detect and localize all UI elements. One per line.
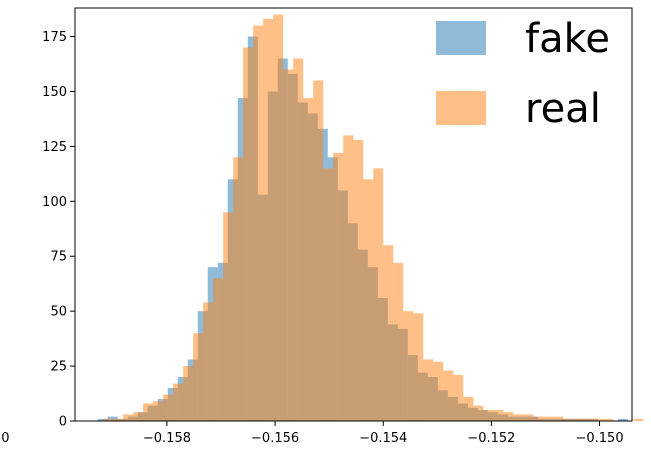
bar-real xyxy=(403,311,414,421)
y-tick-label: 25 xyxy=(50,360,67,375)
legend-swatch-fake xyxy=(436,21,486,55)
x-tick-label: −0.152 xyxy=(467,431,515,446)
bar-real xyxy=(633,418,644,421)
bar-real xyxy=(233,157,244,421)
legend-label-real: real xyxy=(525,86,601,132)
bar-real xyxy=(583,418,594,421)
bar-real xyxy=(503,412,514,421)
y-tick-label: 0 xyxy=(59,415,67,430)
bar-real xyxy=(213,278,224,421)
bar-real xyxy=(343,135,354,421)
bar-real xyxy=(293,58,304,421)
x-tick-label: −0.154 xyxy=(359,431,407,446)
bar-real xyxy=(513,414,524,421)
bar-real xyxy=(413,313,424,421)
bar-real xyxy=(483,410,494,421)
y-tick-label: 100 xyxy=(42,195,67,210)
x-tick-label: −0.156 xyxy=(251,431,299,446)
bar-real xyxy=(373,168,384,421)
bar-fake xyxy=(97,418,108,421)
series-real xyxy=(103,14,644,422)
bar-real xyxy=(553,416,564,421)
bar-real xyxy=(303,98,314,421)
bar-real xyxy=(493,410,504,421)
bar-real xyxy=(263,18,274,421)
bars-layer xyxy=(97,14,644,422)
bar-real xyxy=(143,403,154,421)
bar-real xyxy=(163,394,174,421)
bar-real xyxy=(193,333,204,421)
bar-real xyxy=(383,245,394,421)
bar-real xyxy=(353,139,364,421)
bar-real xyxy=(593,418,604,421)
x-axis: −0.158 −0.156 −0.154 −0.152 −0.150 xyxy=(143,421,624,446)
plot-frame xyxy=(74,7,633,422)
bar-real xyxy=(203,302,214,421)
bar-real xyxy=(453,374,464,421)
x-tick-label: −0.150 xyxy=(575,431,623,446)
y-axis: 0 25 50 75 100 125 150 175 xyxy=(42,30,75,430)
bar-real xyxy=(603,418,614,421)
bar-real xyxy=(133,412,144,421)
x-tick-label: −0.158 xyxy=(143,431,191,446)
clipped-x-tick-label: 50 xyxy=(0,431,10,446)
y-tick-label: 150 xyxy=(42,85,67,100)
bar-real xyxy=(393,262,404,421)
bar-real xyxy=(563,418,574,421)
bar-real xyxy=(523,414,534,421)
bar-real xyxy=(533,416,544,421)
bar-real xyxy=(223,212,234,421)
y-tick-label: 50 xyxy=(50,305,67,320)
y-tick-label: 175 xyxy=(42,30,67,45)
y-tick-label: 125 xyxy=(42,140,67,155)
bar-real xyxy=(153,401,164,421)
bar-real xyxy=(243,47,254,421)
bar-real xyxy=(283,69,294,421)
legend-label-fake: fake xyxy=(525,16,610,62)
bar-real xyxy=(113,418,124,421)
bar-real xyxy=(433,361,444,421)
bar-real xyxy=(103,418,114,421)
bar-real xyxy=(463,396,474,421)
legend-swatch-real xyxy=(436,91,486,125)
bar-fake xyxy=(617,418,628,421)
bar-real xyxy=(183,366,194,421)
bar-real xyxy=(543,416,554,421)
y-tick-label: 75 xyxy=(50,250,67,265)
bar-real xyxy=(173,383,184,421)
legend: fake real xyxy=(436,16,610,132)
bar-real xyxy=(273,14,284,422)
bar-real xyxy=(323,168,334,421)
bar-real xyxy=(333,152,344,422)
bar-real xyxy=(473,405,484,421)
bar-real xyxy=(363,179,374,421)
bar-real xyxy=(123,414,134,421)
bar-real xyxy=(313,80,324,422)
bar-real xyxy=(573,418,584,421)
bar-real xyxy=(423,359,434,421)
bar-real xyxy=(253,25,264,421)
bar-real xyxy=(443,370,454,421)
